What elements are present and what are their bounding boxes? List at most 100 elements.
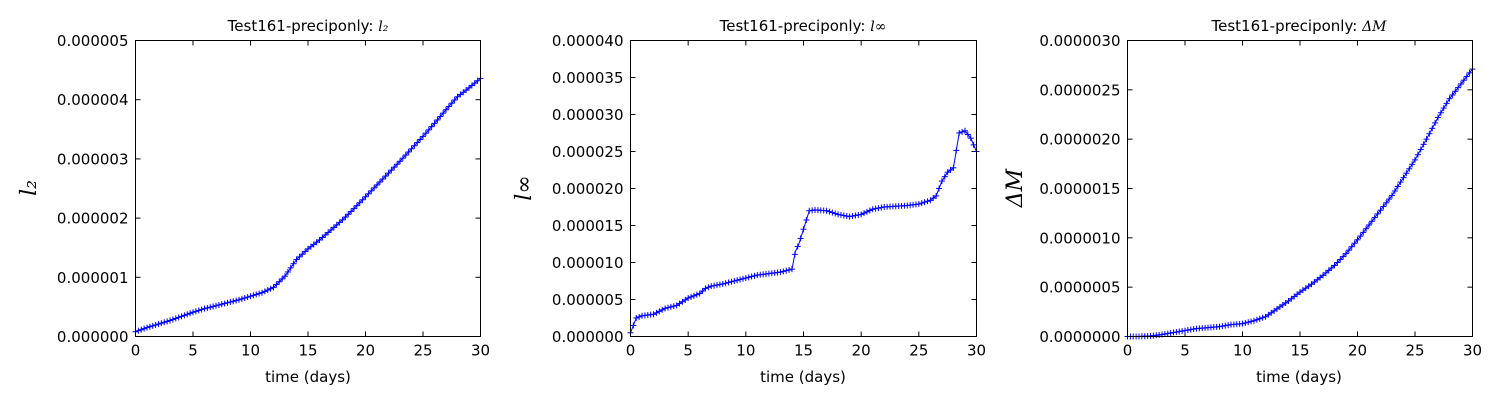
data-point-marker (1337, 256, 1344, 263)
data-point-marker (319, 234, 326, 241)
data-point-marker (722, 280, 729, 287)
data-point-marker (144, 324, 150, 331)
data-point-marker (405, 148, 412, 155)
y-axis-label: l₂ (17, 180, 42, 196)
data-point-marker (961, 127, 968, 134)
y-tick-label: 0.000002 (57, 210, 129, 228)
data-point-marker (210, 303, 217, 310)
data-point-marker (287, 264, 294, 271)
data-point-marker (227, 299, 234, 306)
data-point-marker (141, 325, 148, 332)
data-point-marker (296, 253, 303, 260)
data-point-marker (192, 308, 199, 315)
data-point-marker (385, 170, 392, 177)
data-point-marker (728, 278, 735, 285)
data-point-marker (852, 212, 859, 219)
data-point-marker (780, 268, 787, 275)
data-point-marker (633, 315, 640, 321)
chart-panel-l2: Test161-preciponly: l₂ time (days) l₂ 0 5… (17, 17, 490, 386)
data-point-marker (422, 130, 429, 137)
data-point-marker (204, 304, 211, 311)
data-point-marker (428, 123, 435, 130)
data-point-marker (224, 299, 231, 306)
data-point-marker (866, 207, 873, 214)
data-point-marker (155, 321, 162, 328)
data-point-marker (336, 219, 343, 226)
data-point-marker (956, 130, 963, 136)
data-point-marker (382, 173, 389, 180)
title-symbol: l₂ (378, 19, 388, 35)
title-symbol: ΔM (1361, 19, 1387, 35)
data-point-marker (1348, 243, 1355, 250)
y-tick-label: 0.000025 (552, 143, 624, 161)
y-axis-label: ΔM (1003, 168, 1028, 208)
data-point-marker (878, 204, 885, 211)
data-point-marker (734, 277, 741, 284)
data-point-marker (187, 310, 194, 317)
data-point-marker (238, 295, 245, 302)
data-point-marker (158, 320, 165, 327)
data-point-marker (164, 318, 171, 325)
data-point-marker (244, 294, 251, 301)
data-point-marker (1423, 136, 1430, 143)
data-point-marker (261, 288, 268, 295)
y-tick-label: 0.000000 (552, 328, 624, 346)
data-point-marker (1412, 156, 1418, 163)
data-point-marker (172, 315, 179, 322)
axis-ticks: 0 5 10 15 20 25 30 0.000000 0.000005 0.000010 0.00… (552, 32, 986, 360)
data-point-marker (351, 205, 357, 212)
data-series (627, 127, 980, 336)
data-point-marker (1432, 119, 1439, 126)
data-point-marker (1458, 80, 1464, 87)
y-tick-label: 0.000005 (552, 291, 624, 309)
data-point-marker (719, 280, 726, 287)
data-point-marker (1343, 250, 1349, 257)
data-point-marker (169, 316, 176, 323)
axis-ticks: 0 5 10 15 20 25 30 0.000000 0.000001 0.000002 0.00… (57, 32, 490, 360)
data-point-marker (445, 103, 452, 110)
data-point-marker (368, 187, 375, 194)
y-tick-label: 0.000040 (552, 32, 624, 50)
x-tick-label: 0 (1123, 342, 1133, 360)
data-point-marker (264, 287, 271, 294)
data-point-marker (253, 291, 260, 298)
data-point-marker (448, 100, 455, 107)
data-point-marker (829, 209, 836, 216)
data-point-marker (399, 155, 406, 162)
data-point-marker (1449, 92, 1456, 99)
data-point-marker (1466, 69, 1473, 76)
data-point-marker (1368, 218, 1375, 225)
y-tick-label: 0.0000030 (1039, 32, 1120, 50)
data-point-marker (434, 116, 441, 123)
data-point-marker (837, 211, 844, 218)
data-point-marker (1386, 196, 1393, 203)
y-tick-label: 0.000000 (57, 328, 129, 346)
data-point-marker (1443, 100, 1450, 107)
data-point-marker (861, 210, 868, 217)
data-point-marker (1351, 240, 1358, 247)
data-point-marker (832, 210, 839, 217)
x-tick-label: 30 (1463, 342, 1482, 360)
data-point-marker (402, 152, 409, 159)
data-point-marker (794, 243, 801, 250)
data-point-marker (1403, 170, 1410, 177)
data-point-marker (345, 211, 352, 218)
data-point-marker (342, 214, 349, 221)
data-point-marker (1259, 314, 1266, 321)
data-point-marker (241, 295, 248, 302)
data-point-marker (630, 322, 637, 329)
data-point-marker (325, 229, 332, 236)
chart-title: Test161-preciponly: ΔM (1210, 17, 1387, 35)
data-point-marker (221, 300, 228, 307)
data-point-marker (656, 308, 663, 315)
data-point-marker (322, 231, 329, 238)
data-point-marker (1391, 187, 1398, 194)
data-point-marker (1239, 320, 1246, 327)
data-point-marker (1256, 315, 1263, 322)
data-point-marker (690, 292, 697, 299)
plot-frame (630, 40, 977, 337)
y-tick-label: 0.000020 (552, 180, 624, 198)
data-point-marker (284, 268, 291, 275)
data-point-marker (731, 278, 738, 284)
data-point-marker (1242, 319, 1249, 326)
